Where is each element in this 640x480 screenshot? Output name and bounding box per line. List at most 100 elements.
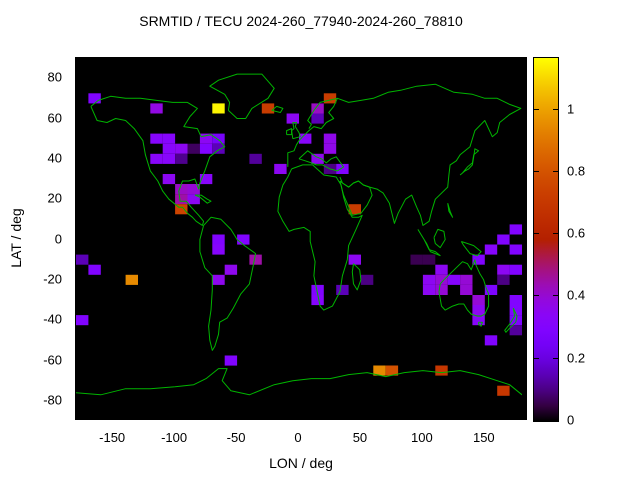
data-cell [175, 153, 188, 164]
colorbar-tick-mark [534, 420, 539, 421]
antarctica-outline [76, 368, 522, 396]
data-cell [76, 254, 89, 265]
data-cell [360, 274, 374, 285]
sumatra-java-outline [417, 229, 441, 257]
x-tick-label: 100 [411, 430, 433, 445]
y-tick-label: 80 [47, 69, 62, 85]
colorbar [533, 57, 559, 422]
data-cell [447, 274, 461, 285]
data-cell [484, 244, 498, 255]
data-cell [311, 153, 324, 164]
data-cell [212, 234, 225, 245]
x-axis-label: LON / deg [269, 455, 333, 471]
data-cell [323, 133, 337, 144]
iceland-outline [271, 105, 284, 113]
south-america-outline [199, 216, 257, 351]
data-cell [497, 234, 510, 245]
data-cell [348, 204, 361, 215]
tasmania-outline [478, 321, 483, 327]
data-cell [509, 295, 522, 306]
data-cell [187, 184, 200, 195]
data-cell [472, 315, 485, 326]
data-cell [336, 284, 349, 295]
data-cell [212, 103, 225, 114]
colorbar-tick-mark [534, 233, 539, 234]
data-cell [422, 274, 436, 285]
colorbar-tick-mark [534, 358, 539, 359]
data-cell [460, 284, 473, 295]
data-cell [435, 274, 448, 285]
madagascar-outline [351, 263, 362, 291]
data-cell [497, 264, 510, 275]
colorbar-tick-label: 0.6 [567, 225, 586, 241]
data-cell [212, 143, 225, 154]
data-cell [249, 254, 262, 265]
colorbar-tick-label: 0.4 [567, 287, 586, 303]
data-cell [311, 295, 324, 306]
data-cell [323, 93, 337, 104]
japan-outline [459, 148, 480, 176]
asia-outline [337, 83, 522, 226]
colorbar-tick-mark [534, 295, 539, 296]
data-cell [76, 315, 89, 326]
north-america-outline [90, 95, 226, 226]
data-cell [274, 163, 287, 174]
data-cell [175, 204, 188, 215]
data-cell [199, 143, 213, 154]
world-map [76, 73, 522, 396]
colorbar-tick-mark [534, 109, 539, 110]
borneo-outline [433, 228, 446, 249]
greenland-outline [209, 73, 275, 119]
y-tick-label: 60 [47, 110, 62, 125]
data-cell [422, 284, 436, 295]
y-axis-label: LAT / deg [8, 208, 24, 268]
y-tick-label: -20 [43, 271, 62, 287]
data-cell [311, 284, 324, 295]
data-cell [175, 143, 188, 154]
data-cell [175, 184, 188, 195]
data-cell [224, 355, 238, 366]
y-tick-label: -80 [43, 392, 62, 408]
data-cell [509, 325, 522, 336]
data-cell [435, 284, 448, 295]
y-tick-label: 0 [54, 231, 62, 246]
data-cell [88, 93, 101, 104]
y-tick-label: -60 [43, 352, 62, 367]
data-cell [509, 244, 522, 255]
data-cell [422, 254, 436, 265]
data-cell [460, 274, 473, 285]
data-cell [435, 365, 448, 376]
data-cell [162, 143, 176, 154]
x-tick-label: -150 [99, 430, 126, 445]
colorbar-tick-mark [553, 420, 558, 421]
y-tick-label: -40 [43, 311, 62, 327]
data-cell [175, 194, 188, 205]
data-cell [162, 174, 176, 185]
data-cell [212, 133, 225, 144]
x-tick-label: 50 [352, 430, 368, 445]
data-cell [311, 103, 324, 114]
data-cell [484, 284, 498, 295]
data-cell [212, 244, 225, 255]
data-cell [323, 143, 337, 154]
data-cell [299, 133, 312, 144]
data-cell [348, 254, 361, 265]
europe-outline [287, 97, 338, 167]
uk-outline [291, 122, 301, 140]
data-cell [162, 133, 176, 144]
x-tick-label: -100 [161, 430, 188, 445]
coastlines-layer [76, 73, 522, 396]
colorbar-tick-label: 0.8 [567, 163, 586, 179]
philippines-outline [447, 203, 454, 218]
data-cell [497, 274, 510, 285]
arabia-outline [339, 180, 373, 216]
data-cell [199, 133, 213, 144]
data-cell [472, 295, 485, 306]
data-cell [410, 254, 423, 265]
new-guinea-outline [460, 241, 482, 257]
data-cell [509, 305, 522, 316]
data-cell [286, 113, 299, 124]
colorbar-tick-label: 0.2 [567, 350, 586, 366]
y-tick-label: 20 [47, 190, 62, 206]
